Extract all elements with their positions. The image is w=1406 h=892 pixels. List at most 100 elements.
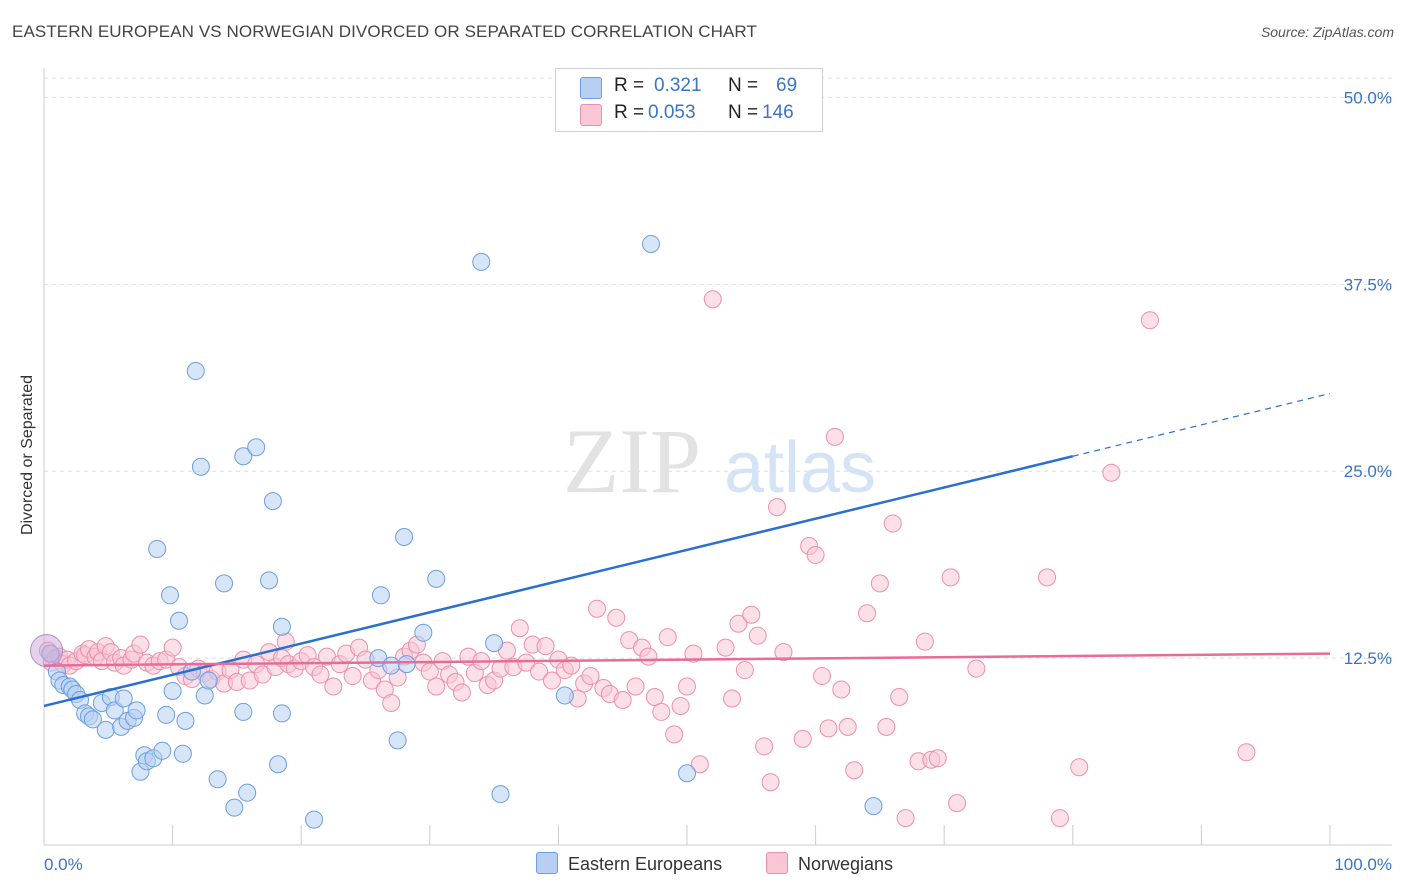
norwegians-point: [742, 605, 761, 624]
norwegians-point: [729, 614, 748, 633]
eastern-europeans-point: [263, 492, 282, 511]
norwegians-point: [645, 687, 664, 706]
norwegians-point: [452, 683, 471, 702]
eastern-europeans-trendline-extension: [1072, 392, 1331, 457]
norwegians-point: [915, 632, 934, 651]
norwegians-point: [311, 665, 330, 684]
pink-swatch: [766, 852, 788, 874]
norwegians-point: [542, 671, 561, 690]
y-tick-label: 37.5%: [1344, 275, 1392, 294]
norwegians-point: [665, 725, 684, 744]
x-tick-label: 0.0%: [44, 855, 83, 874]
norwegians-point: [131, 635, 150, 654]
norwegians-point: [581, 667, 600, 686]
eastern-europeans-point: [269, 755, 288, 774]
tick-labels: 12.5% 25.0% 37.5% 50.0% 0.0% 100.0%: [44, 88, 1392, 874]
norwegians-point: [510, 619, 529, 638]
legend-eastern-europeans: Eastern Europeans: [536, 852, 722, 875]
eastern-europeans-point: [173, 744, 192, 763]
norwegians-point: [716, 638, 735, 657]
legend-norwegians: Norwegians: [766, 852, 893, 875]
norwegians-point: [761, 773, 780, 792]
norwegians-point: [587, 599, 606, 618]
r-label: R =: [614, 75, 645, 96]
eastern-europeans-point: [176, 711, 195, 730]
norwegians-point: [678, 677, 696, 696]
eastern-europeans-point: [161, 586, 180, 605]
eastern-europeans-point: [388, 731, 407, 750]
eastern-europeans-point: [215, 574, 234, 593]
norwegians-point: [774, 643, 793, 662]
watermark-zip: ZIP: [563, 410, 701, 512]
n-value: 146: [762, 102, 794, 123]
y-tick-label: 25.0%: [1344, 462, 1392, 481]
eastern-europeans-point: [272, 617, 291, 636]
norwegians-point: [723, 689, 742, 708]
norwegians-point: [806, 545, 825, 564]
watermark-atlas: atlas: [724, 428, 876, 508]
x-tick-label: 100.0%: [1334, 855, 1392, 874]
blue-swatch: [580, 77, 602, 99]
eastern-europeans-point: [195, 686, 214, 705]
norwegians-trendline: [43, 652, 1331, 667]
norwegians-point: [845, 761, 864, 780]
norwegians-point: [658, 628, 677, 647]
norwegians-point: [870, 574, 889, 593]
eastern-europeans-point: [148, 539, 167, 558]
eastern-europeans-point: [371, 586, 390, 605]
norwegians-point: [613, 690, 632, 709]
eastern-europeans-point: [555, 686, 574, 705]
eastern-europeans-point: [260, 571, 279, 590]
norwegians-point: [690, 755, 709, 774]
eastern-europeans-point: [641, 234, 660, 253]
norwegians-point: [813, 667, 832, 686]
eastern-europeans-point: [105, 701, 124, 720]
norwegians-point: [343, 667, 362, 686]
norwegians-point: [684, 644, 703, 663]
norwegians-point: [1038, 568, 1057, 587]
eastern-europeans-point: [395, 528, 414, 546]
eastern-europeans-point: [397, 655, 416, 674]
eastern-europeans-point: [234, 447, 253, 466]
eastern-europeans-point: [225, 798, 244, 817]
norwegians-point: [607, 608, 626, 627]
norwegians-point: [890, 687, 909, 706]
norwegians-point: [530, 662, 549, 681]
eastern-europeans-point: [238, 783, 257, 802]
trend-lines: [43, 392, 1331, 708]
eastern-europeans-point: [83, 710, 102, 729]
r-value: 0.321: [654, 75, 702, 96]
eastern-europeans-point: [234, 702, 253, 721]
eastern-europeans-point: [272, 704, 291, 723]
eastern-europeans-point: [472, 252, 491, 271]
norwegians-point: [967, 659, 986, 678]
eastern-europeans-point: [163, 682, 182, 700]
norwegians-point: [324, 677, 343, 696]
pink-swatch: [580, 104, 602, 126]
eastern-europeans-point: [186, 362, 205, 381]
eastern-europeans-point: [485, 634, 504, 653]
norwegians-point: [536, 637, 555, 656]
norwegians-point: [768, 498, 787, 517]
stats-legend: R = 0.321 N = 69 R = 0.053 N = 146: [555, 68, 823, 132]
eastern-europeans-point: [305, 810, 324, 829]
grid-lines: [44, 77, 1392, 659]
norwegians-point: [793, 729, 812, 748]
norwegians-point: [877, 717, 896, 736]
norwegians-point: [1102, 463, 1121, 482]
eastern-europeans-point: [191, 457, 210, 476]
watermark: ZIP atlas: [563, 410, 876, 512]
eastern-europeans-point: [153, 741, 172, 760]
n-label: N =: [728, 102, 759, 123]
axes: [43, 68, 1392, 846]
n-value: 69: [776, 75, 798, 96]
norwegians-point: [163, 638, 182, 657]
norwegians-point: [652, 702, 671, 721]
norwegians-point: [626, 677, 645, 696]
norwegians-point: [427, 677, 446, 696]
eastern-europeans-point: [208, 770, 227, 789]
eastern-europeans-point: [170, 611, 189, 630]
n-label: N =: [728, 75, 759, 96]
legend-label: Eastern Europeans: [568, 854, 723, 874]
